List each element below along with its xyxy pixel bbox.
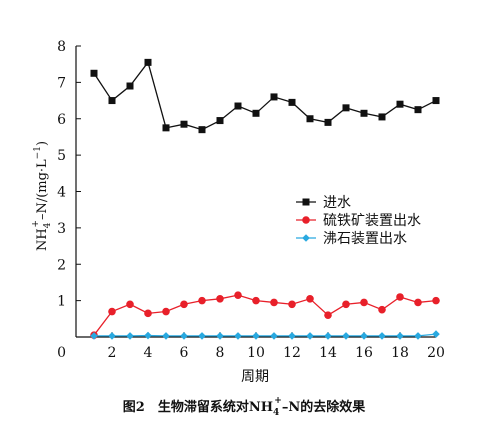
- data-point: [432, 330, 440, 338]
- data-point: [162, 307, 170, 316]
- data-point: [396, 100, 404, 108]
- series-1: [90, 58, 440, 134]
- y-tick-label: 4: [57, 185, 66, 201]
- x-tick-label: 10: [247, 345, 265, 361]
- legend-label: 沸石装置出水: [323, 231, 407, 247]
- data-point: [126, 332, 134, 340]
- data-point: [180, 300, 188, 309]
- data-point: [234, 102, 242, 110]
- y-tick-label: 3: [57, 221, 66, 237]
- data-point: [414, 298, 422, 307]
- data-point: [342, 332, 350, 340]
- data-point: [198, 296, 206, 305]
- legend-item-1: 进水: [296, 195, 351, 211]
- data-point: [126, 300, 134, 309]
- data-point: [216, 295, 224, 303]
- x-tick-label: 2: [108, 345, 117, 361]
- legend-label: 硫铁矿装置出水: [323, 213, 421, 229]
- x-tick-label: 12: [283, 345, 301, 361]
- legend-item-3: 沸石装置出水: [296, 231, 407, 247]
- data-point: [360, 109, 368, 117]
- legend-item-2: 硫铁矿装置出水: [296, 213, 421, 229]
- y-tick-label: 1: [57, 294, 66, 310]
- data-point: [378, 113, 386, 121]
- series-3: [90, 330, 440, 340]
- data-point: [324, 332, 332, 340]
- data-point: [144, 58, 152, 66]
- x-tick-label: 20: [427, 345, 445, 361]
- data-point: [306, 115, 314, 123]
- x-tick-label: 8: [216, 345, 225, 361]
- x-tick-label: 16: [355, 345, 373, 361]
- data-point: [108, 332, 116, 340]
- x-tick-label: 4: [144, 345, 153, 361]
- data-point: [432, 97, 440, 105]
- data-point: [144, 331, 152, 340]
- data-point: [342, 300, 350, 309]
- data-point: [414, 332, 422, 340]
- legend-swatch-marker: [302, 216, 310, 224]
- data-point: [162, 332, 170, 340]
- y-axis-title: NH4+–N/(mg·L−1): [31, 141, 53, 251]
- data-point: [324, 311, 332, 319]
- data-point: [90, 332, 98, 340]
- data-point: [198, 332, 206, 340]
- data-point: [360, 332, 368, 340]
- data-point: [414, 106, 422, 114]
- figure-caption: 图2 生物滞留系统对NH4+–N的去除效果: [123, 396, 365, 418]
- data-point: [306, 332, 314, 340]
- legend-swatch-marker: [302, 198, 310, 206]
- data-point: [216, 117, 224, 125]
- data-point: [432, 296, 440, 305]
- data-point: [270, 93, 278, 101]
- data-point: [108, 307, 116, 316]
- data-point: [396, 332, 404, 340]
- data-point: [342, 104, 350, 112]
- data-point: [180, 120, 188, 128]
- data-point: [252, 109, 260, 117]
- data-point: [378, 332, 386, 340]
- y-tick-label: 8: [57, 39, 66, 55]
- legend-label: 进水: [323, 195, 351, 211]
- data-point: [144, 309, 152, 318]
- data-point: [288, 300, 296, 309]
- data-point: [108, 97, 116, 105]
- data-point: [126, 82, 134, 90]
- data-point: [270, 332, 278, 340]
- x-axis-title: 周期: [241, 369, 269, 385]
- y-tick-label: 7: [57, 75, 66, 91]
- data-point: [360, 298, 368, 307]
- data-point: [252, 296, 260, 305]
- data-point: [90, 69, 98, 77]
- data-point: [324, 118, 332, 126]
- origin-label: 0: [57, 345, 66, 361]
- data-point: [288, 98, 296, 106]
- data-point: [162, 124, 170, 132]
- y-tick-label: 6: [57, 112, 66, 128]
- series-2: [90, 291, 440, 339]
- data-point: [252, 332, 260, 340]
- y-tick-label: 2: [57, 257, 66, 273]
- x-tick-label: 18: [391, 345, 409, 361]
- data-point: [396, 293, 404, 301]
- data-point: [306, 295, 314, 303]
- x-tick-label: 14: [319, 345, 337, 361]
- y-tick-label: 5: [57, 148, 66, 164]
- data-point: [180, 332, 188, 340]
- data-point: [378, 305, 386, 314]
- data-point: [234, 291, 242, 299]
- x-tick-label: 6: [180, 345, 189, 361]
- data-point: [234, 332, 242, 340]
- data-point: [216, 332, 224, 340]
- legend-swatch-marker: [302, 234, 310, 242]
- data-point: [288, 332, 296, 340]
- data-point: [198, 126, 206, 134]
- series-layer: [90, 58, 440, 340]
- data-point: [270, 298, 278, 307]
